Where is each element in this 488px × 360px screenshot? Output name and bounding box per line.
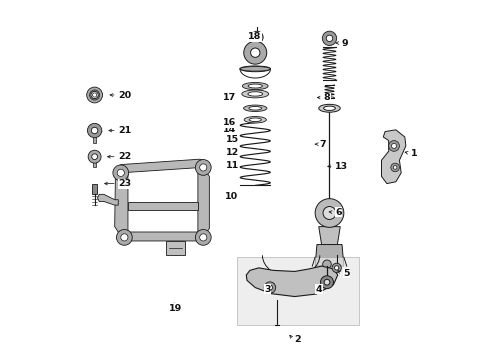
- Circle shape: [320, 276, 333, 289]
- Circle shape: [92, 93, 97, 97]
- Circle shape: [92, 154, 97, 159]
- Text: 14: 14: [223, 125, 236, 134]
- Circle shape: [195, 229, 211, 245]
- Circle shape: [324, 279, 329, 285]
- Circle shape: [88, 150, 101, 163]
- Circle shape: [87, 123, 102, 138]
- Text: 2: 2: [294, 335, 301, 344]
- Circle shape: [267, 285, 272, 290]
- FancyBboxPatch shape: [93, 134, 96, 143]
- Polygon shape: [246, 266, 337, 297]
- Text: 12: 12: [225, 148, 238, 157]
- Circle shape: [250, 48, 260, 57]
- Circle shape: [250, 31, 263, 43]
- FancyBboxPatch shape: [93, 159, 96, 167]
- FancyBboxPatch shape: [128, 202, 198, 211]
- Circle shape: [91, 91, 98, 99]
- Text: 10: 10: [224, 192, 238, 201]
- Text: 16: 16: [223, 118, 236, 127]
- Text: 6: 6: [335, 208, 341, 217]
- Text: 3: 3: [264, 285, 270, 294]
- Ellipse shape: [323, 106, 335, 111]
- Circle shape: [314, 199, 343, 227]
- Text: 11: 11: [225, 161, 238, 170]
- Polygon shape: [97, 194, 118, 205]
- Text: 22: 22: [118, 152, 131, 161]
- Polygon shape: [122, 232, 204, 241]
- Circle shape: [334, 266, 338, 270]
- Circle shape: [113, 165, 128, 181]
- FancyBboxPatch shape: [92, 184, 97, 194]
- Circle shape: [195, 159, 211, 175]
- Ellipse shape: [247, 92, 262, 96]
- Text: 18: 18: [247, 32, 261, 41]
- Circle shape: [116, 229, 132, 245]
- Circle shape: [322, 260, 330, 269]
- Text: 13: 13: [335, 162, 347, 171]
- Text: 21: 21: [118, 126, 131, 135]
- Circle shape: [254, 35, 259, 40]
- Text: 5: 5: [343, 269, 349, 278]
- Text: 4: 4: [315, 285, 322, 294]
- Polygon shape: [198, 173, 209, 232]
- Circle shape: [323, 207, 335, 220]
- Text: 19: 19: [169, 303, 182, 312]
- Circle shape: [391, 143, 396, 148]
- Ellipse shape: [240, 67, 270, 71]
- Ellipse shape: [318, 104, 340, 112]
- Ellipse shape: [240, 66, 270, 72]
- Polygon shape: [237, 257, 359, 325]
- Polygon shape: [314, 244, 343, 266]
- Text: 20: 20: [118, 90, 131, 99]
- Text: 1: 1: [410, 149, 416, 158]
- Text: 23: 23: [118, 179, 131, 188]
- Ellipse shape: [247, 84, 262, 88]
- Circle shape: [121, 234, 128, 241]
- Circle shape: [325, 35, 332, 41]
- Circle shape: [331, 263, 341, 273]
- Circle shape: [264, 282, 275, 293]
- Circle shape: [199, 234, 206, 241]
- Polygon shape: [381, 130, 405, 184]
- Ellipse shape: [241, 90, 268, 98]
- Polygon shape: [115, 173, 128, 232]
- Ellipse shape: [242, 82, 267, 90]
- Text: 9: 9: [341, 39, 347, 48]
- Circle shape: [392, 166, 396, 169]
- Circle shape: [322, 31, 336, 45]
- Text: 15: 15: [225, 135, 238, 144]
- Circle shape: [86, 87, 102, 103]
- Ellipse shape: [248, 107, 261, 110]
- Text: 17: 17: [223, 93, 236, 102]
- Ellipse shape: [243, 105, 266, 112]
- Circle shape: [244, 41, 266, 64]
- Circle shape: [199, 164, 206, 171]
- Circle shape: [388, 140, 399, 151]
- Circle shape: [91, 127, 98, 134]
- Text: 7: 7: [319, 140, 326, 149]
- Circle shape: [390, 163, 399, 172]
- Ellipse shape: [248, 118, 261, 122]
- Polygon shape: [318, 226, 340, 244]
- Ellipse shape: [244, 117, 266, 123]
- Circle shape: [89, 90, 100, 100]
- Circle shape: [117, 169, 124, 176]
- FancyBboxPatch shape: [165, 241, 185, 255]
- Text: 8: 8: [323, 93, 329, 102]
- Polygon shape: [117, 159, 203, 173]
